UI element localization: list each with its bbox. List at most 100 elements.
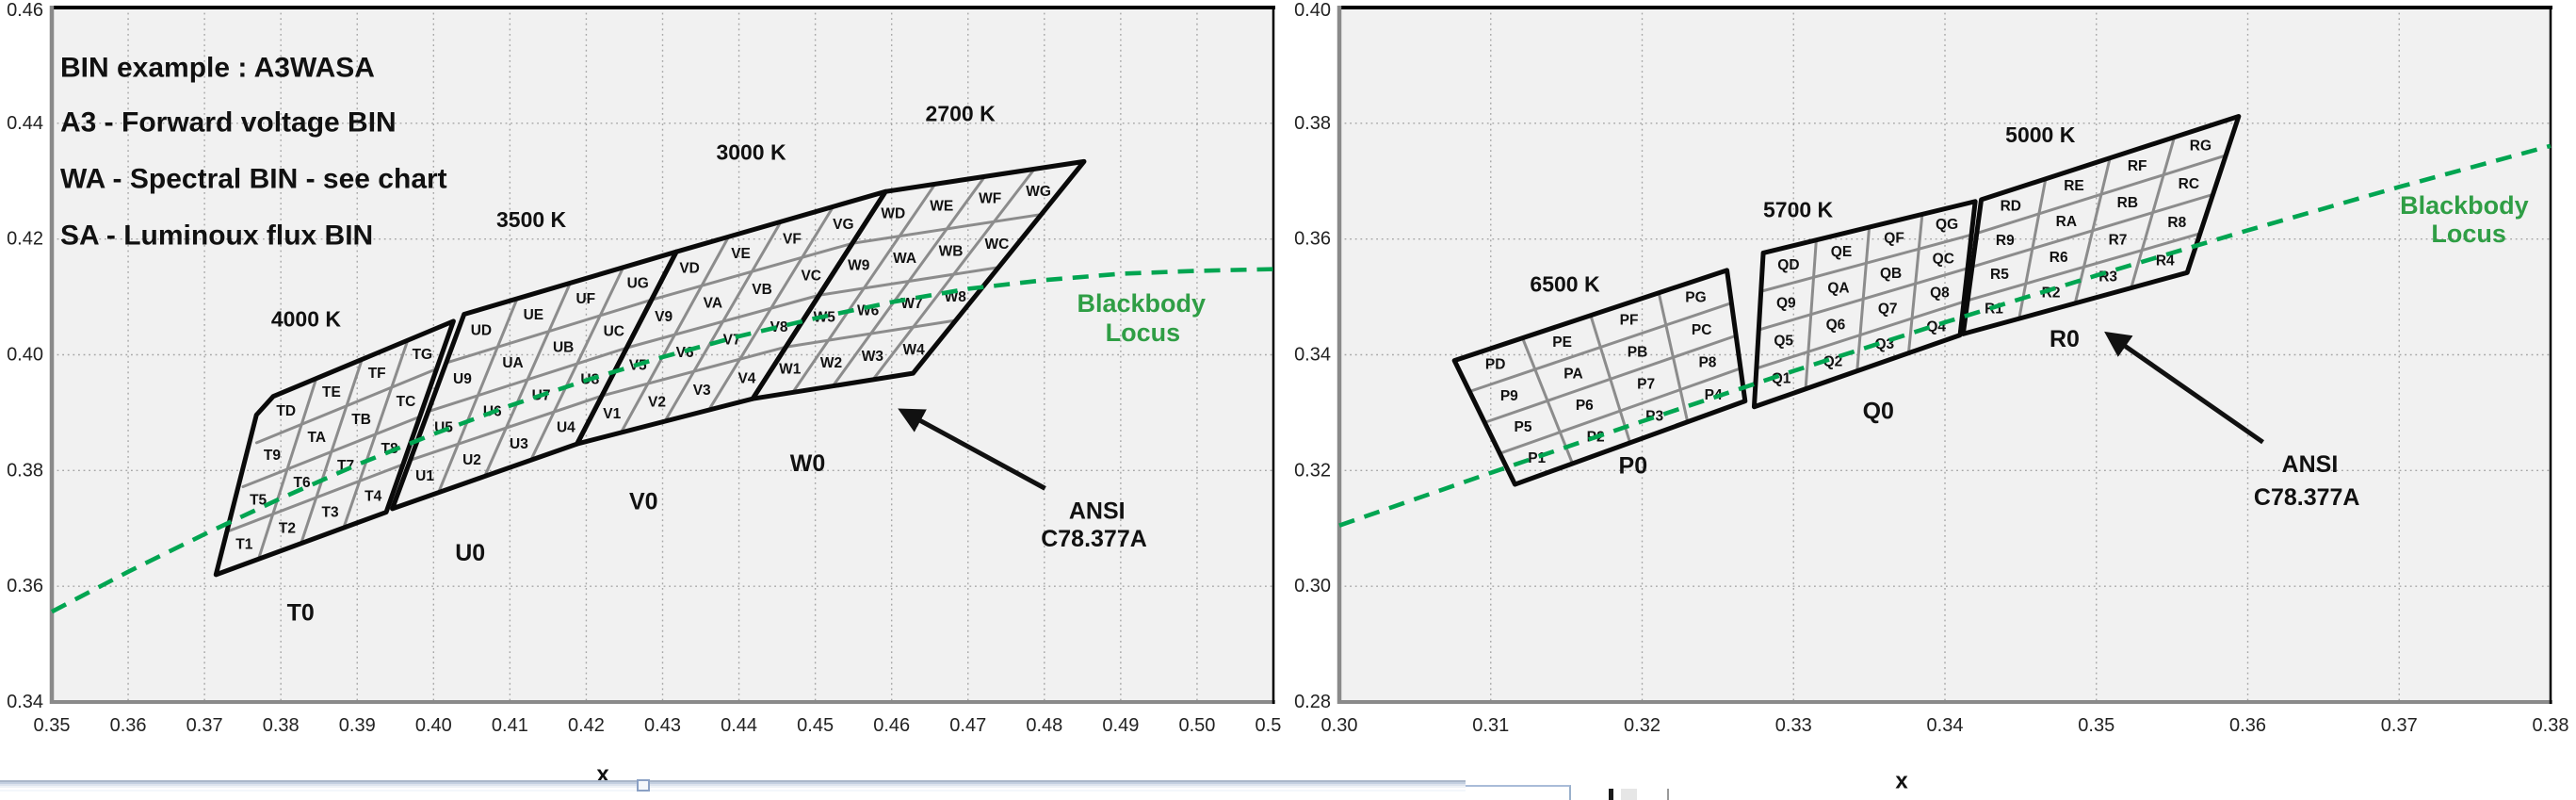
bin-label-UF: UF <box>575 291 595 307</box>
x-tick-label: 0.31 <box>1472 715 1509 736</box>
bin-label-T6: T6 <box>294 475 311 491</box>
bin-label-Q7: Q7 <box>1878 301 1898 317</box>
bin-col-line <box>2130 136 2177 290</box>
x-tick-label: 0.32 <box>1624 715 1661 736</box>
bin-label-PD: PD <box>1485 357 1506 373</box>
bin-label-R8: R8 <box>2167 215 2186 231</box>
bin-label-T2: T2 <box>279 520 296 536</box>
bin-label-UG: UG <box>627 275 649 291</box>
bin-label-V3: V3 <box>693 383 711 399</box>
bin-col-line <box>1855 225 1871 373</box>
bin-col-line <box>342 338 410 530</box>
bin-col-line <box>831 174 987 388</box>
blackbody-locus-curve <box>1338 143 2552 528</box>
y-tick-label: 0.36 <box>1294 229 1331 250</box>
y-tick-label: 0.42 <box>7 229 43 250</box>
ui-fragment-block <box>1621 789 1637 800</box>
bin-col-line <box>707 204 835 412</box>
x-tick-label: 0.37 <box>186 715 223 736</box>
bin-label-T4: T4 <box>365 488 381 504</box>
bin-region-outline <box>1960 113 2242 336</box>
bin-region-outline <box>750 158 1087 401</box>
horizontal-scrollbar-track[interactable] <box>0 780 1466 795</box>
bin-row-line <box>1975 154 2228 236</box>
x-tick-label: 0.49 <box>1102 715 1139 736</box>
bin-label-U2: U2 <box>462 452 481 468</box>
blackbody-locus-curve <box>50 267 1274 614</box>
bin-label-P5: P5 <box>1515 419 1532 435</box>
bin-label-PG: PG <box>1685 290 1706 306</box>
bin-label-T9: T9 <box>264 448 281 464</box>
bin-label-VB: VB <box>752 282 772 298</box>
bin-label-PA: PA <box>1563 367 1582 383</box>
bin-label-U1: U1 <box>415 468 434 484</box>
blackbody-locus-label: Blackbody <box>1077 289 1206 318</box>
bin-label-VA: VA <box>704 295 722 311</box>
zero-bin-label-R0: R0 <box>2049 326 2080 352</box>
ansi-standard-label: C78.377A <box>1041 526 1147 552</box>
bin-label-UD: UD <box>471 322 492 338</box>
bin-label-Q2: Q2 <box>1823 353 1843 369</box>
x-tick-label: 0.47 <box>949 715 986 736</box>
bin-inner-grid <box>784 167 1044 394</box>
bin-label-TG: TG <box>413 347 433 363</box>
ui-fragment-line <box>1667 789 1669 800</box>
cct-label-Q: 5700 K <box>1763 197 1834 221</box>
ansi-arrow <box>898 408 1046 491</box>
bin-label-PF: PF <box>1620 312 1639 328</box>
ansi-standard-label: ANSI <box>2282 451 2339 478</box>
bin-col-line <box>1657 291 1690 424</box>
zero-bin-label-W0: W0 <box>790 450 826 477</box>
bin-label-W2: W2 <box>820 355 842 371</box>
ansi-standard-label: ANSI <box>1069 498 1126 524</box>
bin-label-RD: RD <box>2001 199 2021 215</box>
bin-label-PC: PC <box>1692 322 1712 338</box>
bin-label-WD: WD <box>881 205 905 221</box>
bin-col-line <box>300 358 364 546</box>
y-tick-label: 0.32 <box>1294 460 1331 481</box>
bin-label-R3: R3 <box>2098 269 2117 286</box>
bin-label-QE: QE <box>1831 244 1852 260</box>
zero-bin-label-V0: V0 <box>629 488 658 514</box>
bin-inner-grid <box>228 338 439 561</box>
bin-label-R9: R9 <box>1996 233 2015 249</box>
bin-label-U3: U3 <box>510 436 528 452</box>
bin-inner-grid <box>600 204 854 434</box>
bin-label-RB: RB <box>2117 195 2138 211</box>
horizontal-scrollbar-thumb[interactable] <box>637 779 650 792</box>
x-tick-label: 0.36 <box>110 715 147 736</box>
bin-col-line <box>1589 314 1632 445</box>
x-tick-label: 0.39 <box>339 715 376 736</box>
zero-bin-label-P0: P0 <box>1619 452 1648 479</box>
bin-label-P9: P9 <box>1500 388 1518 404</box>
ansi-arrow <box>2104 331 2265 445</box>
bin-label-P6: P6 <box>1576 398 1594 414</box>
y-tick-label: 0.30 <box>1294 576 1331 596</box>
bin-col-line <box>483 281 572 478</box>
bin-label-TE: TE <box>322 384 341 400</box>
bin-label-T5: T5 <box>250 492 267 508</box>
bin-label-WF: WF <box>979 191 1001 207</box>
bin-label-QF: QF <box>1884 230 1904 246</box>
x-tick-label: 0.40 <box>415 715 452 736</box>
bin-label-W4: W4 <box>903 342 926 358</box>
bin-label-UE: UE <box>524 307 544 323</box>
bin-label-VC: VC <box>801 268 821 284</box>
bin-label-TF: TF <box>368 366 386 382</box>
bin-label-R4: R4 <box>2156 253 2175 269</box>
blackbody-locus-label: Locus <box>2431 220 2506 248</box>
bin-label-V4: V4 <box>737 370 755 386</box>
legend-line: SA - Luminoux flux BIN <box>60 220 373 252</box>
bin-label-V2: V2 <box>648 394 666 410</box>
bin-label-P8: P8 <box>1698 354 1716 370</box>
bin-inner-grid <box>1966 136 2228 320</box>
y-tick-label: 0.38 <box>1294 113 1331 134</box>
cct-label-W: 2700 K <box>926 101 996 125</box>
bin-label-T1: T1 <box>235 537 252 553</box>
x-tick-label: 0.44 <box>721 715 757 736</box>
bin-label-UA: UA <box>502 355 523 371</box>
bin-label-T3: T3 <box>321 504 338 520</box>
